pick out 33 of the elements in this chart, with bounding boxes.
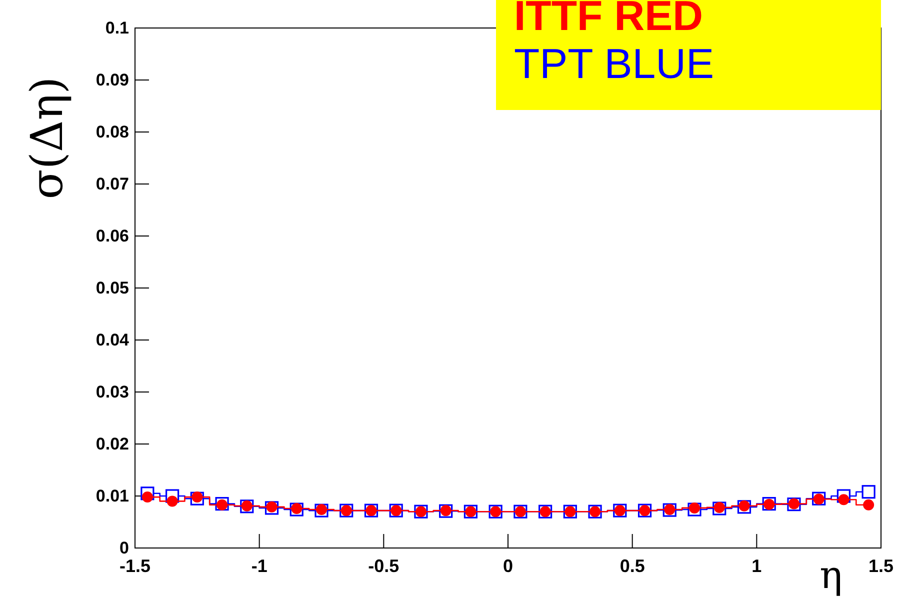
text: ITTF RED — [514, 0, 703, 39]
point — [689, 502, 700, 514]
point — [738, 500, 750, 512]
x-tick-label: 1 — [752, 556, 762, 576]
y-tick-label: 0.03 — [96, 382, 129, 402]
y-tick-label: 0.02 — [96, 434, 129, 454]
x-tick-label: 0 — [502, 556, 514, 576]
y-tick-label: 0.04 — [96, 330, 130, 350]
y-tick-label: 0.06 — [96, 226, 129, 246]
y-tick-label: 0.09 — [96, 70, 129, 90]
point — [838, 494, 850, 506]
y-tick-label: 0 — [120, 538, 129, 558]
x-tick-label: -1.5 — [119, 556, 151, 576]
point — [266, 501, 278, 512]
x-tick-label: 1.5 — [868, 556, 894, 576]
text: TPT BLUE — [514, 40, 714, 87]
point — [862, 485, 876, 499]
y-tick-label: 0.05 — [96, 278, 129, 298]
y-tick-label: 0.1 — [105, 18, 129, 38]
x-tick-label: -1 — [251, 556, 268, 576]
y-tick-label: 0.07 — [96, 174, 129, 194]
point — [166, 496, 178, 507]
x-axis-title: η — [820, 553, 842, 597]
point — [291, 502, 302, 514]
point — [142, 492, 153, 503]
point — [714, 502, 725, 513]
y-axis-title: σ(Δη) — [22, 76, 73, 200]
x-tick-label: -0.5 — [368, 556, 400, 576]
point — [192, 492, 203, 503]
x-tick-label: 0.5 — [620, 556, 645, 576]
y-tick-label: 0.01 — [96, 486, 129, 506]
y-tick-label: 0.08 — [96, 122, 129, 142]
point — [863, 499, 874, 510]
